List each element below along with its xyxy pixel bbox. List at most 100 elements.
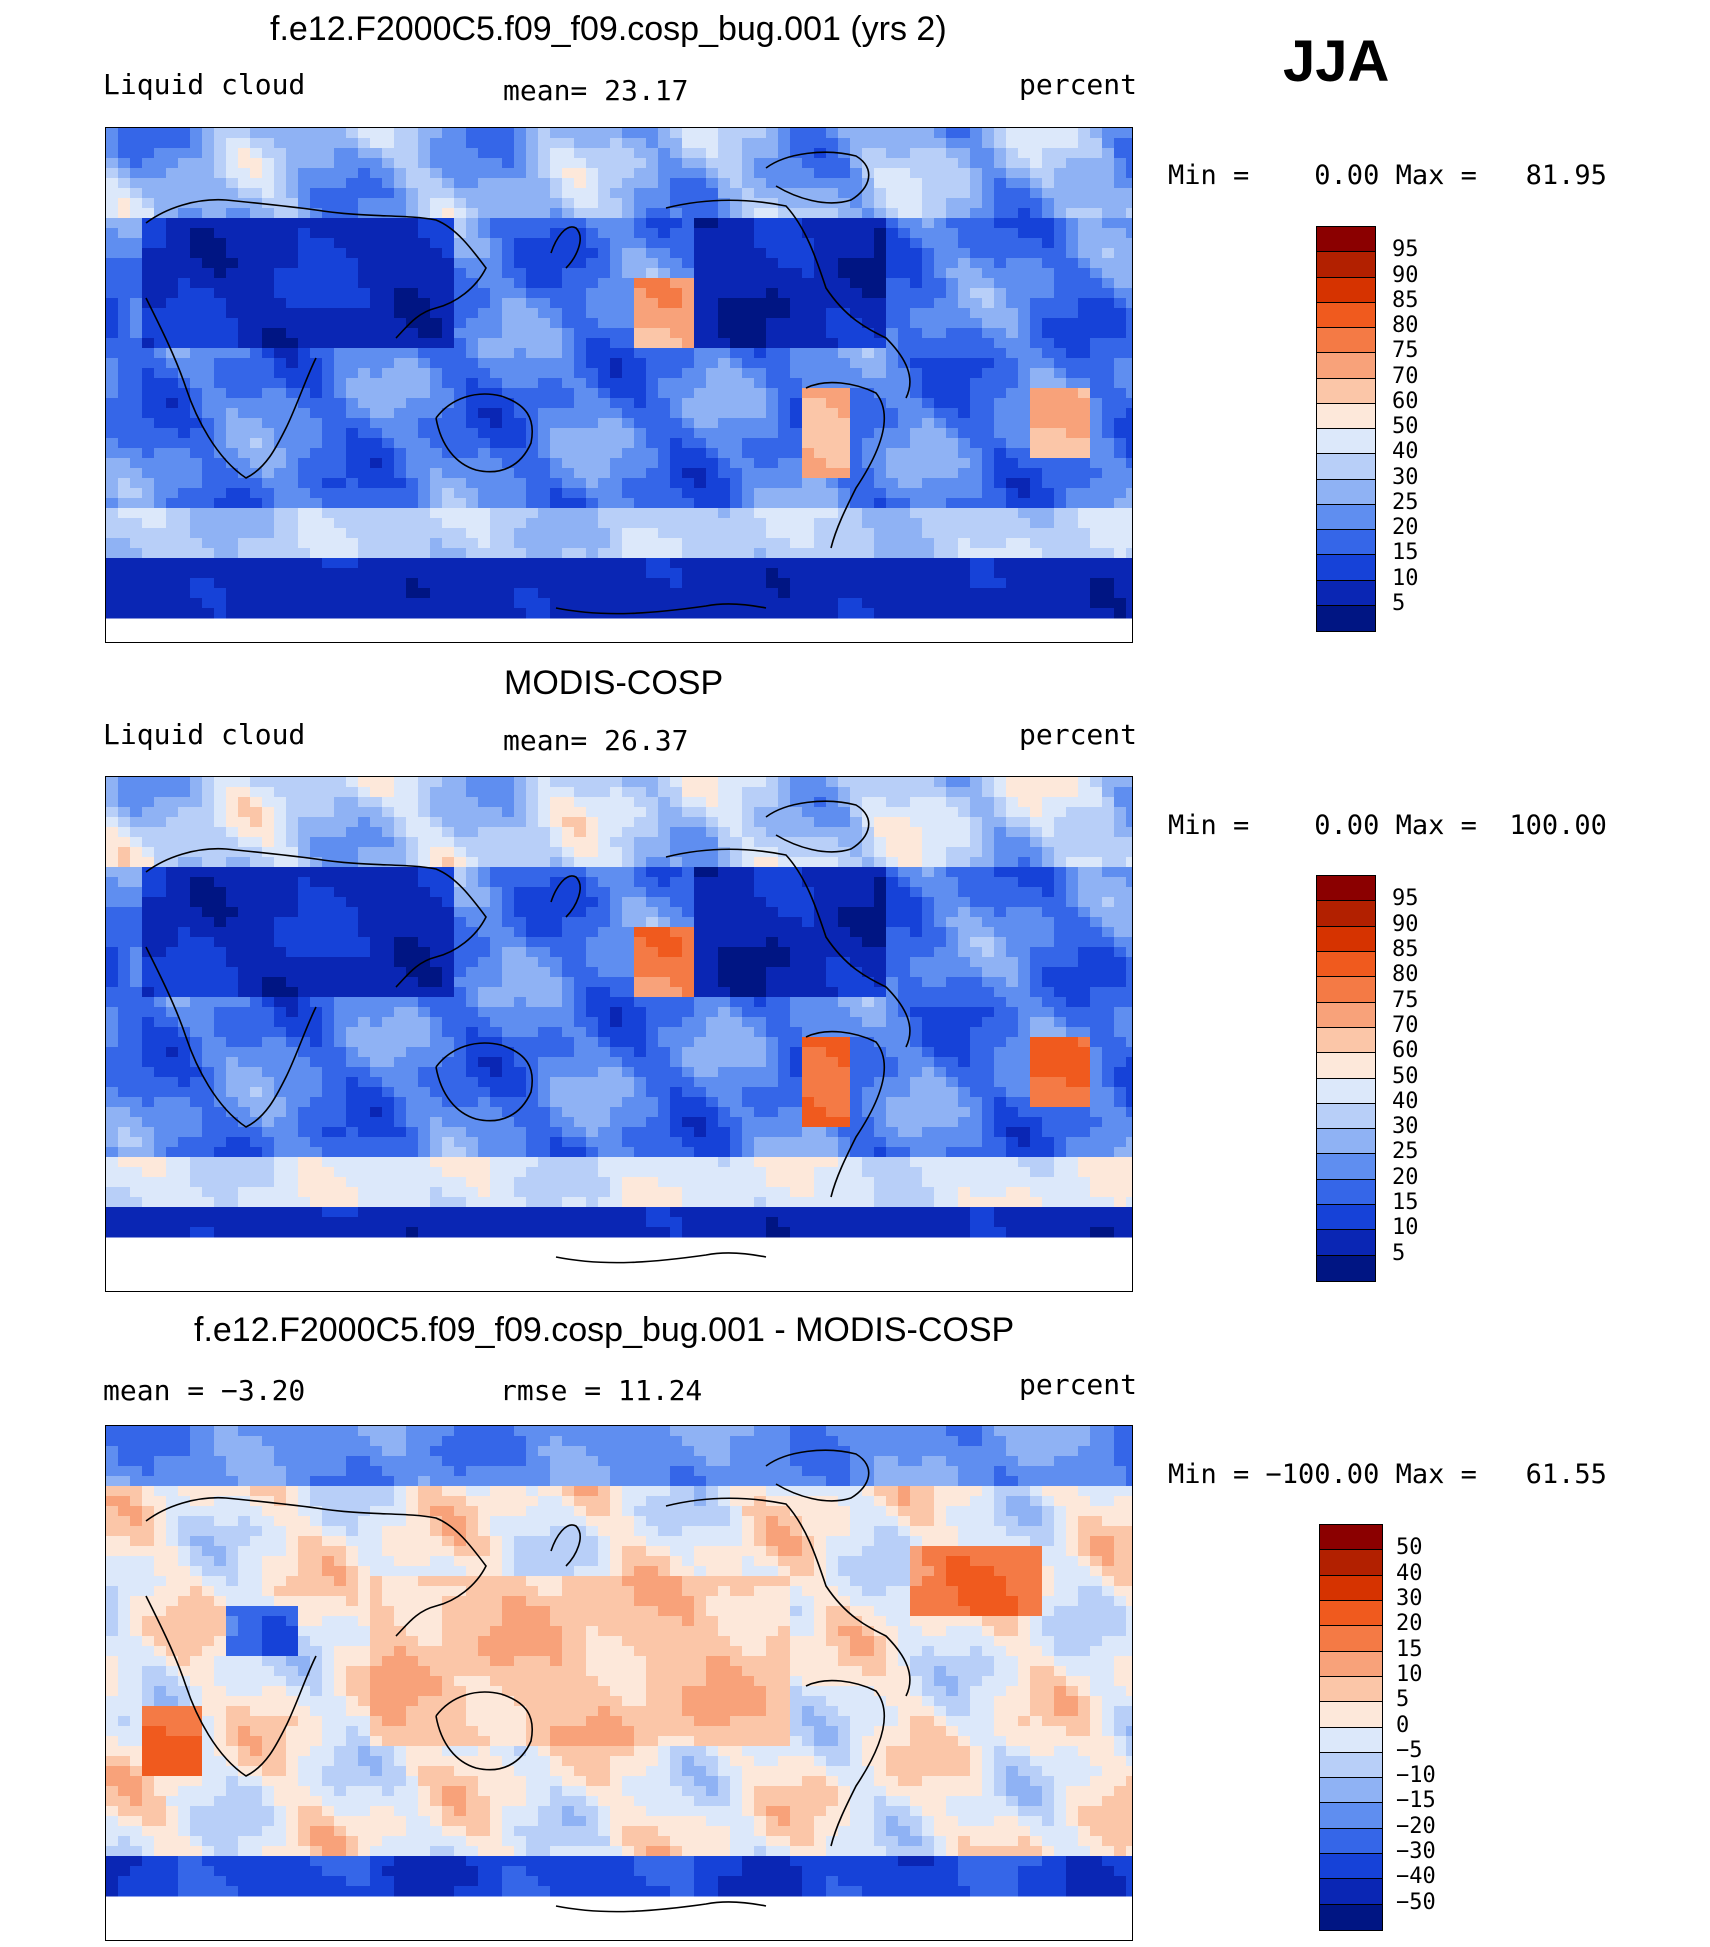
colorbar-tick-label: 75 xyxy=(1392,987,1419,1013)
colorbar-swatch xyxy=(1317,302,1375,328)
colorbar-swatch xyxy=(1317,403,1375,429)
panel1-min-max: Min = 0.00 Max = 81.95 xyxy=(1168,160,1607,191)
colorbar-tick-label: 25 xyxy=(1392,489,1419,515)
colorbar-tick-label: −10 xyxy=(1396,1763,1436,1789)
panel2-variable-label: Liquid cloud xyxy=(103,718,306,751)
colorbar-tick-label: 50 xyxy=(1392,414,1419,439)
panel2-title: MODIS-COSP xyxy=(504,664,724,702)
panel1-mean-label: mean= 23.17 xyxy=(503,74,689,107)
colorbar-swatch xyxy=(1317,353,1375,379)
panel1-colorbar xyxy=(1316,226,1376,632)
colorbar-tick-label: 15 xyxy=(1396,1636,1423,1662)
panel1-map xyxy=(105,127,1133,643)
colorbar-swatch xyxy=(1317,328,1375,354)
colorbar-swatch xyxy=(1317,1053,1375,1079)
colorbar-tick-label: 60 xyxy=(1392,1038,1419,1064)
colorbar-tick-label: 15 xyxy=(1392,1190,1419,1216)
colorbar-tick-label: 20 xyxy=(1396,1611,1423,1637)
colorbar-tick-label: 80 xyxy=(1392,962,1419,988)
colorbar-swatch xyxy=(1320,1828,1382,1855)
colorbar-swatch xyxy=(1317,926,1375,952)
colorbar-swatch xyxy=(1317,227,1375,253)
colorbar-swatch xyxy=(1317,479,1375,505)
colorbar-swatch xyxy=(1320,1854,1382,1880)
colorbar-swatch xyxy=(1317,530,1375,556)
colorbar-swatch xyxy=(1317,951,1375,978)
panel3-rmse-label: rmse = 11.24 xyxy=(500,1374,703,1407)
colorbar-swatch xyxy=(1317,1027,1375,1054)
colorbar-tick-label: 5 xyxy=(1392,1240,1406,1266)
colorbar-swatch xyxy=(1317,1205,1375,1231)
panel2-map xyxy=(105,776,1133,1292)
colorbar-tick-label: 50 xyxy=(1392,1063,1419,1089)
colorbar-swatch xyxy=(1317,1103,1375,1130)
colorbar-tick-label: −40 xyxy=(1396,1864,1436,1890)
panel3-colorbar xyxy=(1319,1524,1383,1931)
colorbar-swatch xyxy=(1320,1676,1382,1703)
colorbar-tick-label: 80 xyxy=(1392,313,1419,338)
colorbar-tick-label: 50 xyxy=(1396,1535,1423,1561)
colorbar-swatch xyxy=(1320,1803,1382,1829)
colorbar-tick-label: −15 xyxy=(1396,1788,1436,1814)
colorbar-swatch xyxy=(1320,1727,1382,1753)
colorbar-swatch xyxy=(1317,252,1375,278)
colorbar-tick-label: 70 xyxy=(1392,1012,1419,1038)
colorbar-swatch xyxy=(1320,1550,1382,1576)
colorbar-swatch xyxy=(1320,1752,1382,1779)
colorbar-tick-label: 40 xyxy=(1392,1088,1419,1114)
colorbar-tick-label: −5 xyxy=(1396,1737,1423,1763)
colorbar-tick-label: 30 xyxy=(1392,464,1419,490)
colorbar-swatch xyxy=(1320,1626,1382,1652)
colorbar-tick-label: 20 xyxy=(1392,1164,1419,1190)
colorbar-tick-label: 40 xyxy=(1396,1560,1423,1586)
colorbar-swatch xyxy=(1317,454,1375,480)
colorbar-swatch xyxy=(1317,876,1375,902)
colorbar-tick-label: 10 xyxy=(1392,565,1419,591)
colorbar-tick-label: 10 xyxy=(1396,1661,1423,1687)
colorbar-tick-label: 5 xyxy=(1396,1687,1410,1713)
colorbar-tick-label: 40 xyxy=(1392,439,1419,465)
panel1-title: f.e12.F2000C5.f09_f09.cosp_bug.001 (yrs … xyxy=(270,10,947,48)
colorbar-tick-label: 90 xyxy=(1392,262,1419,288)
panel2-mean-label: mean= 26.37 xyxy=(503,724,689,757)
colorbar-tick-label: 30 xyxy=(1392,1114,1419,1140)
colorbar-swatch xyxy=(1320,1600,1382,1627)
colorbar-tick-label: 70 xyxy=(1392,363,1419,389)
colorbar-tick-label: −20 xyxy=(1396,1813,1436,1839)
colorbar-tick-label: 95 xyxy=(1392,237,1419,263)
colorbar-tick-label: 5 xyxy=(1392,590,1406,616)
colorbar-swatch xyxy=(1317,429,1375,455)
colorbar-swatch xyxy=(1320,1575,1382,1601)
colorbar-tick-label: 15 xyxy=(1392,540,1419,566)
panel3-units-label: percent xyxy=(1019,1368,1138,1401)
panel3-mean-label: mean = −3.20 xyxy=(103,1374,306,1407)
panel3-min-max: Min = −100.00 Max = 61.55 xyxy=(1168,1459,1607,1490)
colorbar-swatch xyxy=(1317,977,1375,1003)
panel1-variable-label: Liquid cloud xyxy=(103,68,306,101)
colorbar-tick-label: 25 xyxy=(1392,1139,1419,1165)
colorbar-tick-label: 0 xyxy=(1396,1712,1410,1738)
colorbar-swatch xyxy=(1317,555,1375,581)
colorbar-swatch xyxy=(1317,1078,1375,1104)
season-label: JJA xyxy=(1283,29,1390,94)
colorbar-tick-label: 95 xyxy=(1392,886,1419,912)
panel2-units-label: percent xyxy=(1019,718,1138,751)
colorbar-tick-label: −50 xyxy=(1396,1889,1436,1915)
colorbar-swatch xyxy=(1317,1230,1375,1256)
colorbar-swatch xyxy=(1317,1255,1375,1281)
colorbar-tick-label: 85 xyxy=(1392,287,1419,313)
colorbar-swatch xyxy=(1317,605,1375,631)
colorbar-swatch xyxy=(1320,1651,1382,1677)
panel3-title: f.e12.F2000C5.f09_f09.cosp_bug.001 - MOD… xyxy=(194,1311,1015,1349)
colorbar-tick-label: 10 xyxy=(1392,1215,1419,1241)
colorbar-swatch xyxy=(1317,504,1375,530)
colorbar-tick-label: 60 xyxy=(1392,388,1419,414)
colorbar-swatch xyxy=(1317,580,1375,606)
colorbar-swatch xyxy=(1317,1002,1375,1028)
colorbar-tick-label: 75 xyxy=(1392,338,1419,364)
colorbar-swatch xyxy=(1320,1904,1382,1930)
colorbar-swatch xyxy=(1317,277,1375,303)
colorbar-swatch xyxy=(1317,901,1375,927)
panel3-map xyxy=(105,1425,1133,1941)
colorbar-tick-label: −30 xyxy=(1396,1839,1436,1865)
